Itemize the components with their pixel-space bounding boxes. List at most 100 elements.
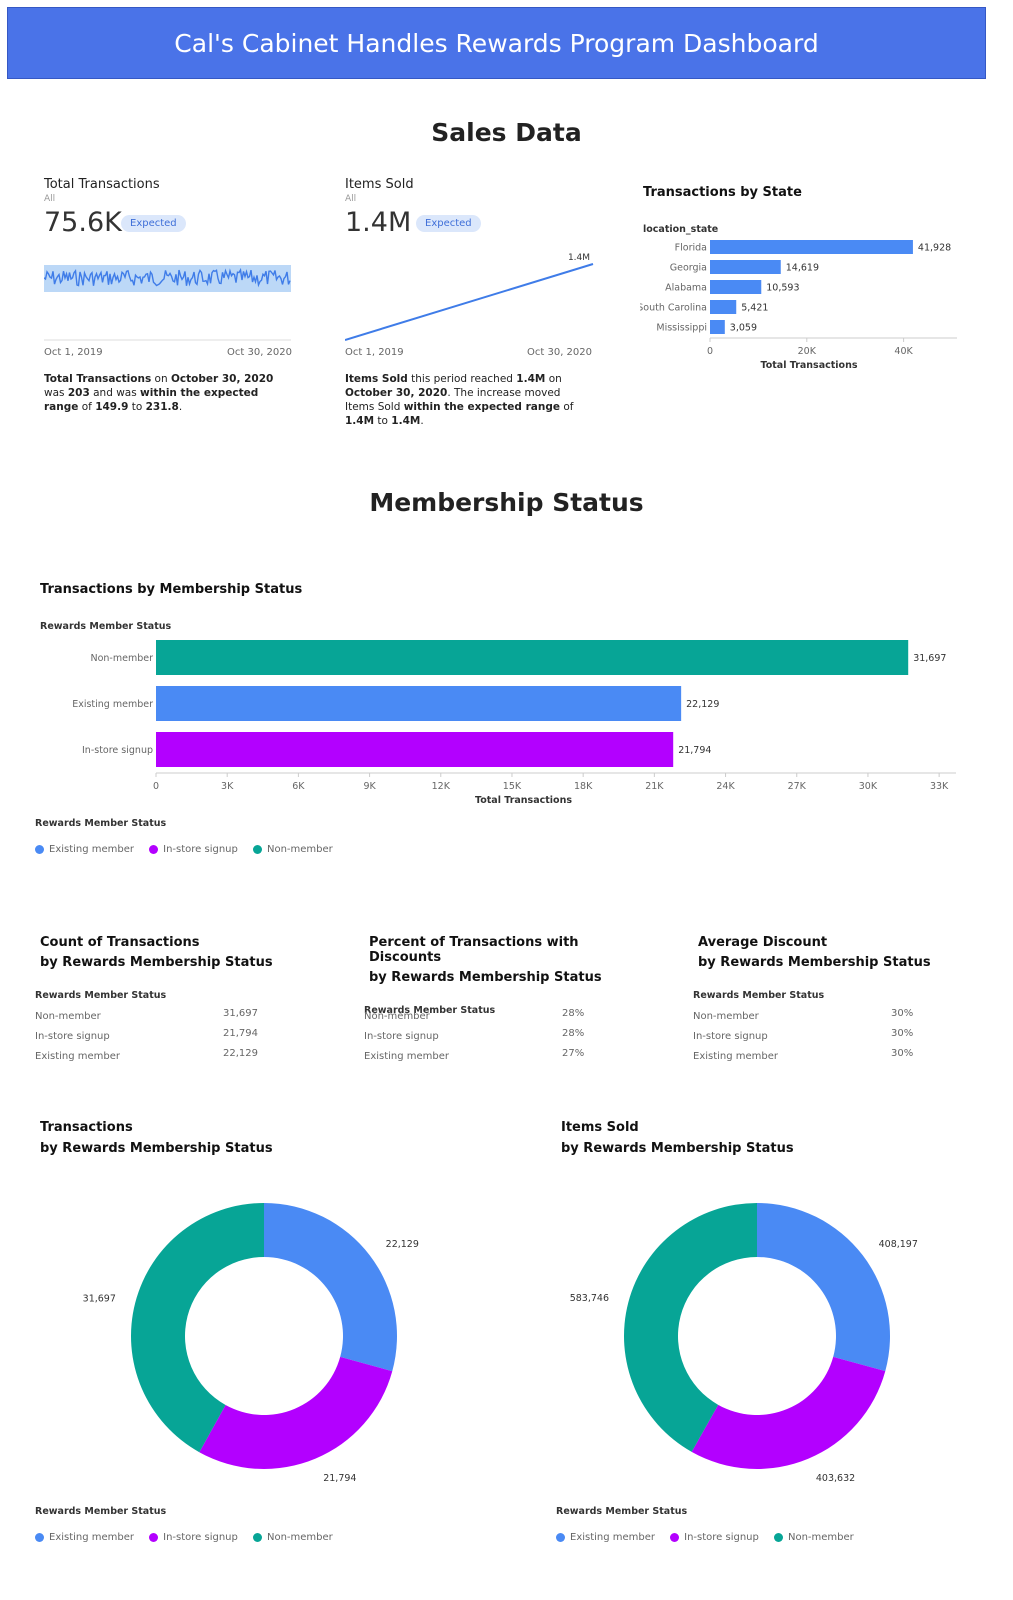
kpi-title: Total Transactions — [44, 177, 160, 192]
bar-value-label: 22,129 — [686, 699, 719, 710]
bar-value-label: 5,421 — [741, 303, 768, 314]
donut-slice — [757, 1203, 890, 1372]
kpi-value: 75.6K — [44, 207, 122, 238]
category-label: Non-member — [90, 653, 153, 664]
legend-item: In-store signup — [149, 844, 238, 855]
table-title: Count of Transactions — [40, 935, 200, 950]
table-subtitle: by Rewards Membership Status — [40, 955, 273, 970]
legend-item: In-store signup — [149, 1532, 238, 1543]
donut-slice — [130, 1203, 264, 1453]
start-date: Oct 1, 2019 — [44, 347, 103, 358]
legend: Existing member In-store signup Non-memb… — [556, 1527, 864, 1546]
legend-dot — [149, 1533, 159, 1542]
bar — [710, 300, 737, 314]
table-row-value: 31,697 — [223, 1008, 258, 1019]
legend: Existing member In-store signup Non-memb… — [35, 839, 343, 858]
x-tick-label: 24K — [716, 781, 735, 792]
chart-title-state: Transactions by State — [643, 185, 802, 200]
legend-dot — [670, 1533, 680, 1542]
x-tick-label: 0 — [707, 346, 713, 357]
donut-subtitle: by Rewards Membership Status — [561, 1141, 794, 1156]
kpi-value: 1.4M — [345, 207, 412, 238]
legend-item: In-store signup — [670, 1532, 759, 1543]
end-date: Oct 30, 2020 — [527, 347, 592, 358]
table-header: Rewards Member Status — [364, 1005, 496, 1016]
category-label: Existing member — [72, 699, 153, 710]
table-row-value: 28% — [562, 1008, 585, 1019]
category-label: Georgia — [670, 263, 707, 274]
table-average-discount: Average Discount by Rewards Membership S… — [693, 935, 953, 1062]
kpi-description: Items Sold this period reached 1.4M on O… — [345, 373, 574, 427]
table-count-transactions: Count of Transactions by Rewards Members… — [35, 935, 295, 1062]
table-subtitle: by Rewards Membership Status — [369, 970, 602, 985]
table-row-label: Non-member — [35, 1011, 101, 1022]
y-axis-title-state: location_state — [643, 224, 719, 235]
table-row-label: In-store signup — [35, 1031, 110, 1042]
x-tick-label: 30K — [859, 781, 878, 792]
donut-slice — [264, 1203, 397, 1372]
membership-bar-chart: 0 3K 6K 9K 12K 15K 18K 21K 24K 27K 30K 33K Non-membe… — [72, 640, 956, 806]
kpi-title: Items Sold — [345, 177, 414, 192]
bar-value-label: 21,794 — [678, 745, 711, 756]
donut-chart-items-sold: 408,197 403,632 583,746 — [570, 1203, 918, 1484]
end-value-label: 1.4M — [568, 253, 590, 263]
legend-dot — [35, 845, 44, 854]
legend-title: Rewards Member Status — [35, 1506, 167, 1517]
legend-dot — [35, 1533, 44, 1542]
kpi-subtitle: All — [345, 194, 357, 204]
table-row-value: 27% — [562, 1048, 585, 1059]
table-row-value: 30% — [891, 1028, 914, 1039]
x-tick-label: 12K — [432, 781, 451, 792]
table-row-label: In-store signup — [693, 1031, 768, 1042]
table-row-value: 22,129 — [223, 1048, 258, 1059]
bar-value-label: 3,059 — [730, 323, 757, 334]
category-label: Alabama — [665, 283, 707, 294]
table-title: Average Discount — [698, 935, 828, 950]
category-label: South Carolina — [640, 303, 707, 314]
x-tick-label: 33K — [930, 781, 949, 792]
donut-slice — [624, 1203, 757, 1452]
legend-item: Existing member — [556, 1532, 655, 1543]
x-tick-label: 15K — [503, 781, 522, 792]
table-title: Percent of Transactions with Discounts — [369, 935, 579, 965]
trendline-items-sold: 1.4M — [345, 253, 594, 341]
x-axis-title: Total Transactions — [475, 795, 572, 806]
table-row-value: 28% — [562, 1028, 585, 1039]
start-date: Oct 1, 2019 — [345, 347, 404, 358]
sparkline-series — [44, 267, 291, 288]
x-tick-label: 40K — [894, 346, 913, 357]
table-row-label: Non-member — [693, 1011, 759, 1022]
legend-item: Existing member — [35, 1532, 134, 1543]
legend-item: Non-member — [252, 844, 333, 855]
kpi-subtitle: All — [44, 194, 56, 204]
table-header: Rewards Member Status — [693, 990, 825, 1001]
table-row-label: In-store signup — [364, 1031, 439, 1042]
legend-title: Rewards Member Status — [556, 1506, 688, 1517]
x-tick-label: 27K — [788, 781, 807, 792]
legend-dot — [149, 845, 159, 854]
legend: Existing member In-store signup Non-memb… — [35, 1527, 343, 1546]
x-tick-label: 0 — [153, 781, 159, 792]
bar — [156, 640, 909, 675]
legend-title: Rewards Member Status — [35, 818, 167, 829]
bar — [156, 686, 682, 721]
bar-value-label: 10,593 — [766, 283, 799, 294]
table-percent-discount: Percent of Transactions with Discounts b… — [364, 935, 624, 1062]
x-tick-label: 20K — [798, 346, 817, 357]
dashboard-title: Cal's Cabinet Handles Rewards Program Da… — [174, 29, 819, 58]
table-row-value: 30% — [891, 1008, 914, 1019]
table-row-label: Existing member — [364, 1051, 450, 1062]
slice-value-label: 21,794 — [323, 1473, 356, 1484]
section-title-membership: Membership Status — [369, 488, 644, 517]
slice-value-label: 403,632 — [816, 1473, 855, 1484]
table-row-label: Non-member — [364, 1011, 430, 1022]
x-tick-label: 6K — [292, 781, 305, 792]
donut-slice — [199, 1356, 393, 1469]
bar — [710, 280, 762, 294]
legend-item: Existing member — [35, 844, 134, 855]
legend-dot — [773, 1533, 783, 1542]
expected-range-band — [44, 265, 291, 292]
x-tick-label: 9K — [363, 781, 376, 792]
category-label: Florida — [675, 243, 707, 254]
kpi-description: Total Transactions on October 30, 2020 w… — [44, 373, 274, 413]
